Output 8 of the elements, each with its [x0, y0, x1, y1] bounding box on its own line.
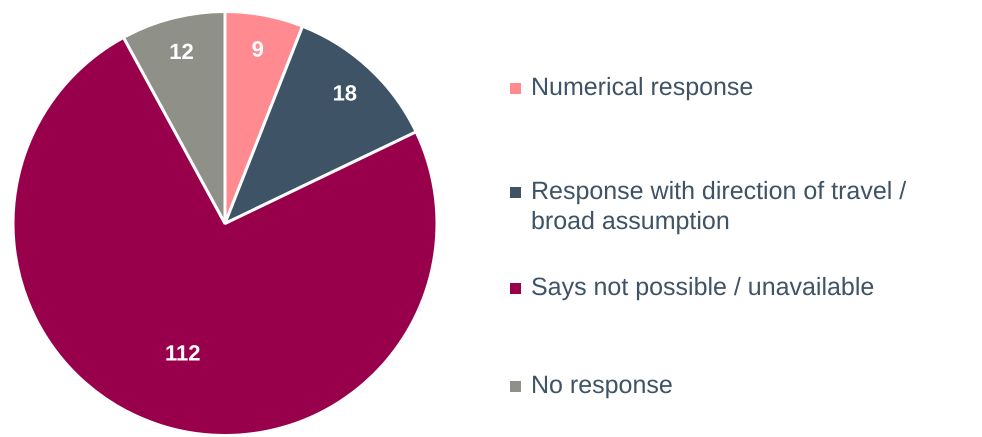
data-label: 112: [164, 340, 200, 366]
legend-label: Numerical response: [531, 72, 754, 102]
legend-label: Response with direction of travel / broad assumption: [531, 176, 908, 236]
data-label: 12: [169, 39, 194, 64]
data-label: 9: [252, 36, 264, 62]
legend-label: Says not possible / unavailable: [531, 272, 874, 302]
data-label: 18: [332, 80, 358, 106]
legend-label: No response: [531, 370, 673, 400]
